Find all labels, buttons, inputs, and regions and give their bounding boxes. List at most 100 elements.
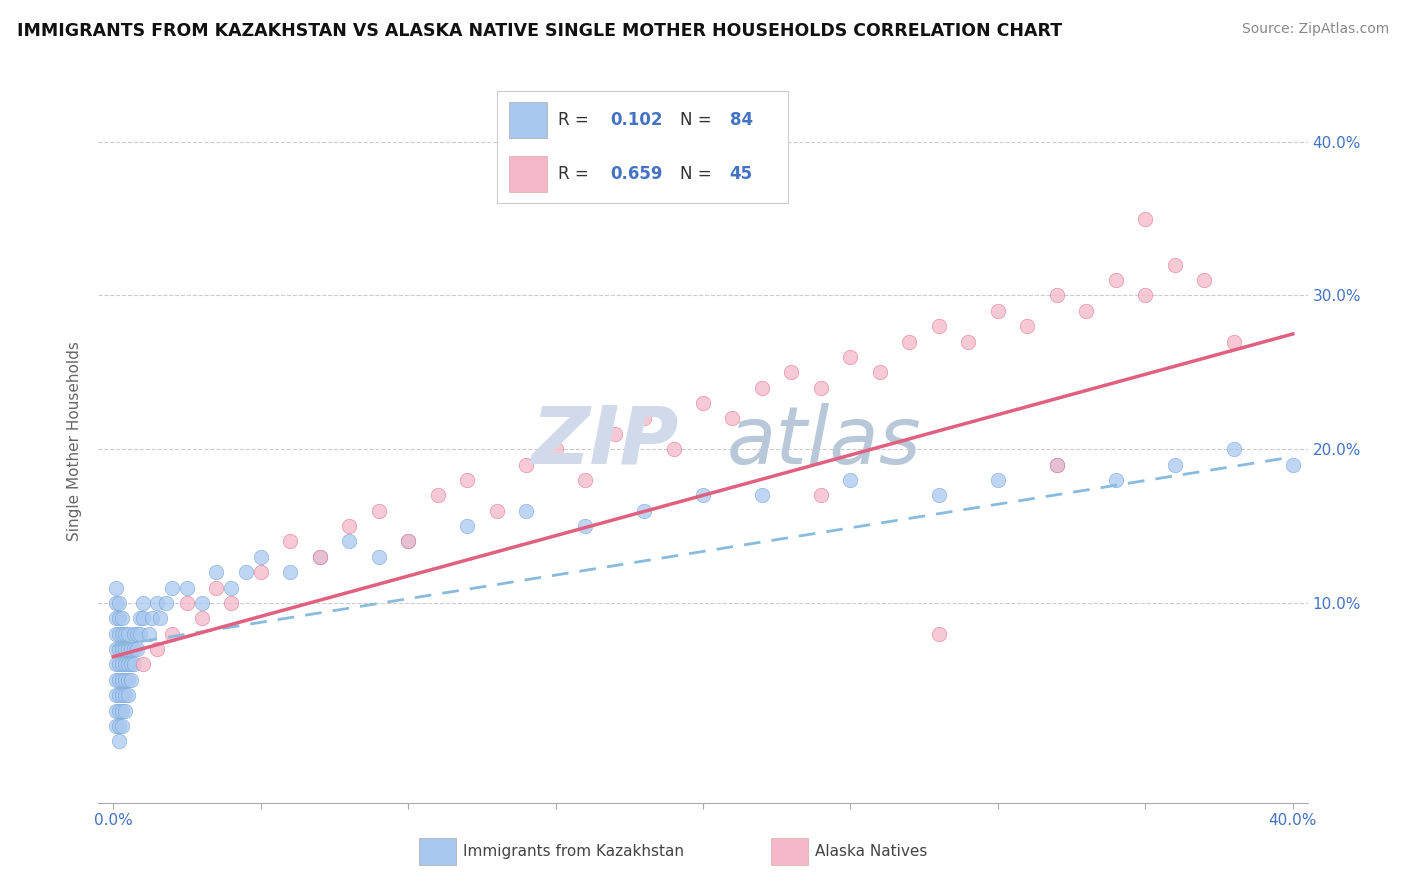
Point <box>308 549 330 564</box>
Point <box>1194 273 1216 287</box>
Point <box>111 626 134 640</box>
Point <box>957 334 980 349</box>
Point <box>426 488 449 502</box>
Point <box>131 657 153 672</box>
Point <box>125 626 148 640</box>
Point <box>114 657 136 672</box>
Point <box>456 473 478 487</box>
Point <box>111 673 134 687</box>
Point <box>928 319 950 334</box>
Point <box>105 581 128 595</box>
Point <box>1046 458 1069 472</box>
Point <box>751 488 773 502</box>
Point <box>105 611 128 625</box>
Point <box>205 565 228 579</box>
Point <box>367 549 389 564</box>
Point <box>1105 473 1128 487</box>
Text: atlas: atlas <box>727 402 922 481</box>
Point <box>122 657 145 672</box>
Point <box>111 657 134 672</box>
Point <box>456 519 478 533</box>
Point <box>249 549 271 564</box>
Point <box>125 642 148 657</box>
Point <box>131 611 153 625</box>
Point <box>1135 211 1157 226</box>
Point <box>105 626 128 640</box>
Point <box>1282 458 1305 472</box>
Point <box>1076 304 1098 318</box>
Point <box>396 534 419 549</box>
Point <box>117 657 139 672</box>
Point <box>105 657 128 672</box>
Text: Source: ZipAtlas.com: Source: ZipAtlas.com <box>1241 22 1389 37</box>
Point <box>839 350 862 364</box>
Y-axis label: Single Mother Households: Single Mother Households <box>67 342 83 541</box>
Point <box>515 504 537 518</box>
Point <box>337 519 360 533</box>
Point <box>105 719 128 733</box>
Point <box>108 626 131 640</box>
Point <box>111 611 134 625</box>
Point <box>108 657 131 672</box>
Point <box>721 411 744 425</box>
Point <box>190 611 212 625</box>
Point <box>692 396 714 410</box>
Point <box>574 519 596 533</box>
Point <box>1046 458 1069 472</box>
Text: IMMIGRANTS FROM KAZAKHSTAN VS ALASKA NATIVE SINGLE MOTHER HOUSEHOLDS CORRELATION: IMMIGRANTS FROM KAZAKHSTAN VS ALASKA NAT… <box>17 22 1062 40</box>
Point <box>117 688 139 702</box>
Point <box>155 596 177 610</box>
Point <box>278 534 301 549</box>
Point <box>367 504 389 518</box>
Point <box>928 626 950 640</box>
Point <box>108 596 131 610</box>
Point <box>633 411 655 425</box>
Point <box>1046 288 1069 302</box>
Point <box>1223 334 1246 349</box>
Point <box>108 704 131 718</box>
Point <box>108 719 131 733</box>
Point <box>105 673 128 687</box>
Point <box>117 673 139 687</box>
Point <box>117 626 139 640</box>
Point <box>1164 458 1187 472</box>
Point <box>111 688 134 702</box>
Point <box>751 381 773 395</box>
Point <box>1223 442 1246 457</box>
Point <box>120 642 142 657</box>
Point <box>122 626 145 640</box>
Point <box>780 365 803 379</box>
Point <box>839 473 862 487</box>
Point <box>122 642 145 657</box>
Point <box>190 596 212 610</box>
Point <box>108 673 131 687</box>
Point <box>810 381 832 395</box>
Point <box>249 565 271 579</box>
Point <box>108 642 131 657</box>
Point <box>928 488 950 502</box>
Point <box>105 688 128 702</box>
Point <box>544 442 567 457</box>
Point <box>869 365 891 379</box>
Point <box>574 473 596 487</box>
Point <box>603 426 626 441</box>
Point <box>898 334 921 349</box>
Point <box>1164 258 1187 272</box>
Point <box>205 581 228 595</box>
Point <box>515 458 537 472</box>
Point <box>308 549 330 564</box>
Point <box>692 488 714 502</box>
Text: ZIP: ZIP <box>531 402 679 481</box>
Point <box>120 673 142 687</box>
Point <box>128 611 150 625</box>
Point <box>114 626 136 640</box>
Point <box>1135 288 1157 302</box>
Point <box>105 596 128 610</box>
Point <box>131 596 153 610</box>
Point <box>235 565 257 579</box>
Point <box>337 534 360 549</box>
Point <box>105 704 128 718</box>
Point <box>160 626 183 640</box>
Point <box>114 642 136 657</box>
Point <box>120 657 142 672</box>
